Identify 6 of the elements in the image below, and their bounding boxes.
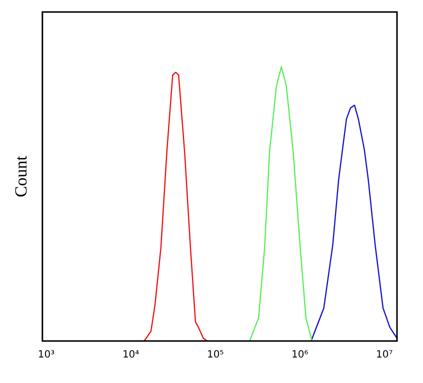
x-tick-label: 10⁶ [291,350,308,361]
x-tick-label: 10³ [38,350,55,361]
x-tick-label: 10⁷ [376,350,393,361]
x-tick-label: 10⁵ [206,350,224,361]
x-tick-label: 10⁴ [122,350,140,361]
y-axis-title: Count [12,155,31,198]
